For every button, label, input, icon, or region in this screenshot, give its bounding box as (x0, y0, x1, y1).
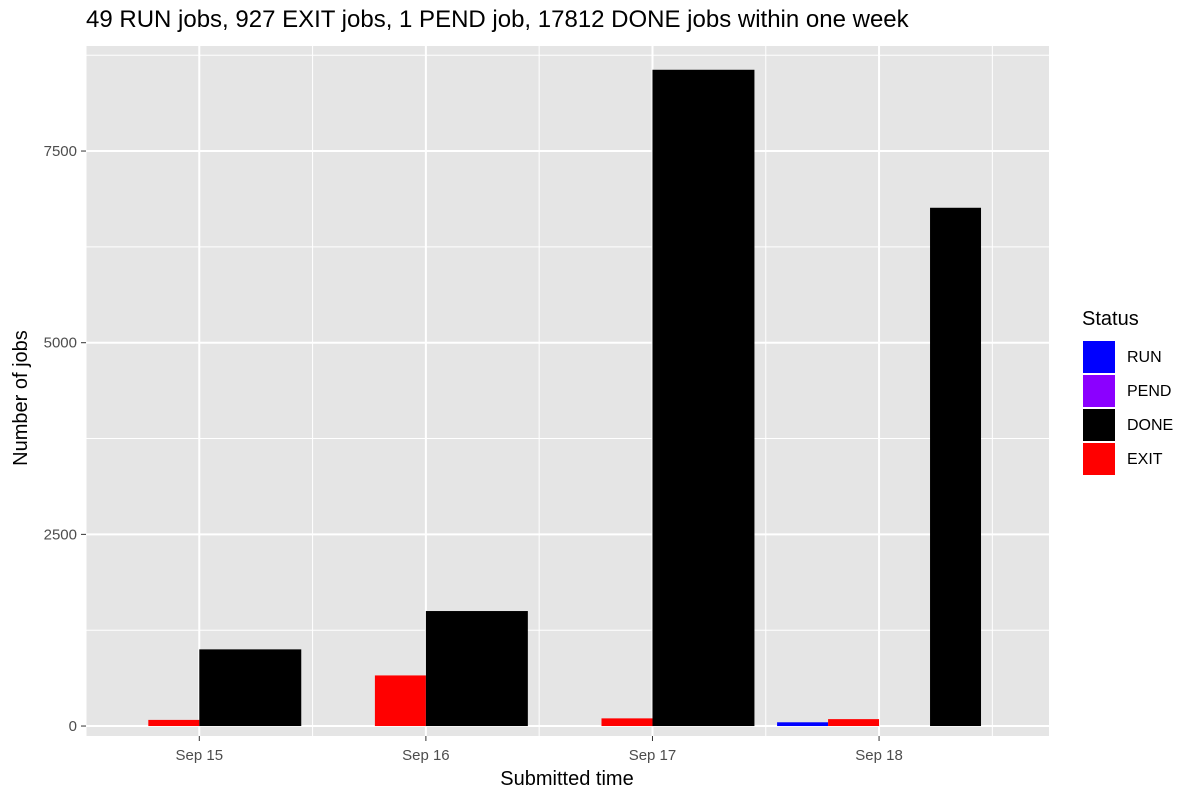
x-tick-label: Sep 17 (629, 747, 677, 764)
bars-group (148, 69, 982, 727)
legend: Status RUN PEND DONE EXIT (1081, 308, 1173, 477)
plot-panel (86, 46, 1049, 736)
grid-minor-y (86, 54, 1049, 631)
chart-title: 49 RUN jobs, 927 EXIT jobs, 1 PEND job, … (86, 6, 909, 33)
legend-label-pend: PEND (1127, 383, 1171, 400)
x-axis-label: Submitted time (500, 768, 633, 790)
grid-minor-x (85, 46, 993, 736)
y-tick-label: 2500 (44, 526, 77, 543)
bar-exit-sep-16 (374, 675, 426, 727)
y-axis: 0 2500 5000 7500 (44, 143, 86, 735)
legend-label-run: RUN (1127, 349, 1162, 366)
legend-label-done: DONE (1127, 417, 1173, 434)
bar-done-sep-15 (199, 649, 302, 727)
legend-label-exit: EXIT (1127, 451, 1163, 468)
legend-swatch-run (1081, 339, 1117, 375)
bar-exit-sep-15 (148, 719, 200, 727)
y-tick-label: 7500 (44, 143, 77, 160)
legend-swatch-pend (1081, 373, 1117, 409)
y-axis-label: Number of jobs (10, 330, 32, 466)
bar-done-sep-16 (425, 611, 528, 727)
y-tick-label: 0 (69, 718, 77, 735)
bar-exit-sep-17 (601, 718, 653, 727)
bar-done-sep-18 (930, 207, 982, 727)
legend-entries: RUN PEND DONE EXIT (1081, 339, 1173, 477)
x-tick-label: Sep 18 (855, 747, 903, 764)
bar-run-sep-18 (777, 722, 829, 727)
bar-done-sep-17 (652, 69, 755, 727)
legend-swatch-done (1081, 407, 1117, 443)
x-tick-label: Sep 15 (176, 747, 224, 764)
x-axis: Sep 15 Sep 16 Sep 17 Sep 18 (176, 736, 903, 764)
legend-swatch-exit (1081, 441, 1117, 477)
y-tick-label: 5000 (44, 335, 77, 352)
bar-exit-sep-18 (828, 719, 880, 727)
legend-title: Status (1082, 308, 1139, 330)
x-tick-label: Sep 16 (402, 747, 450, 764)
